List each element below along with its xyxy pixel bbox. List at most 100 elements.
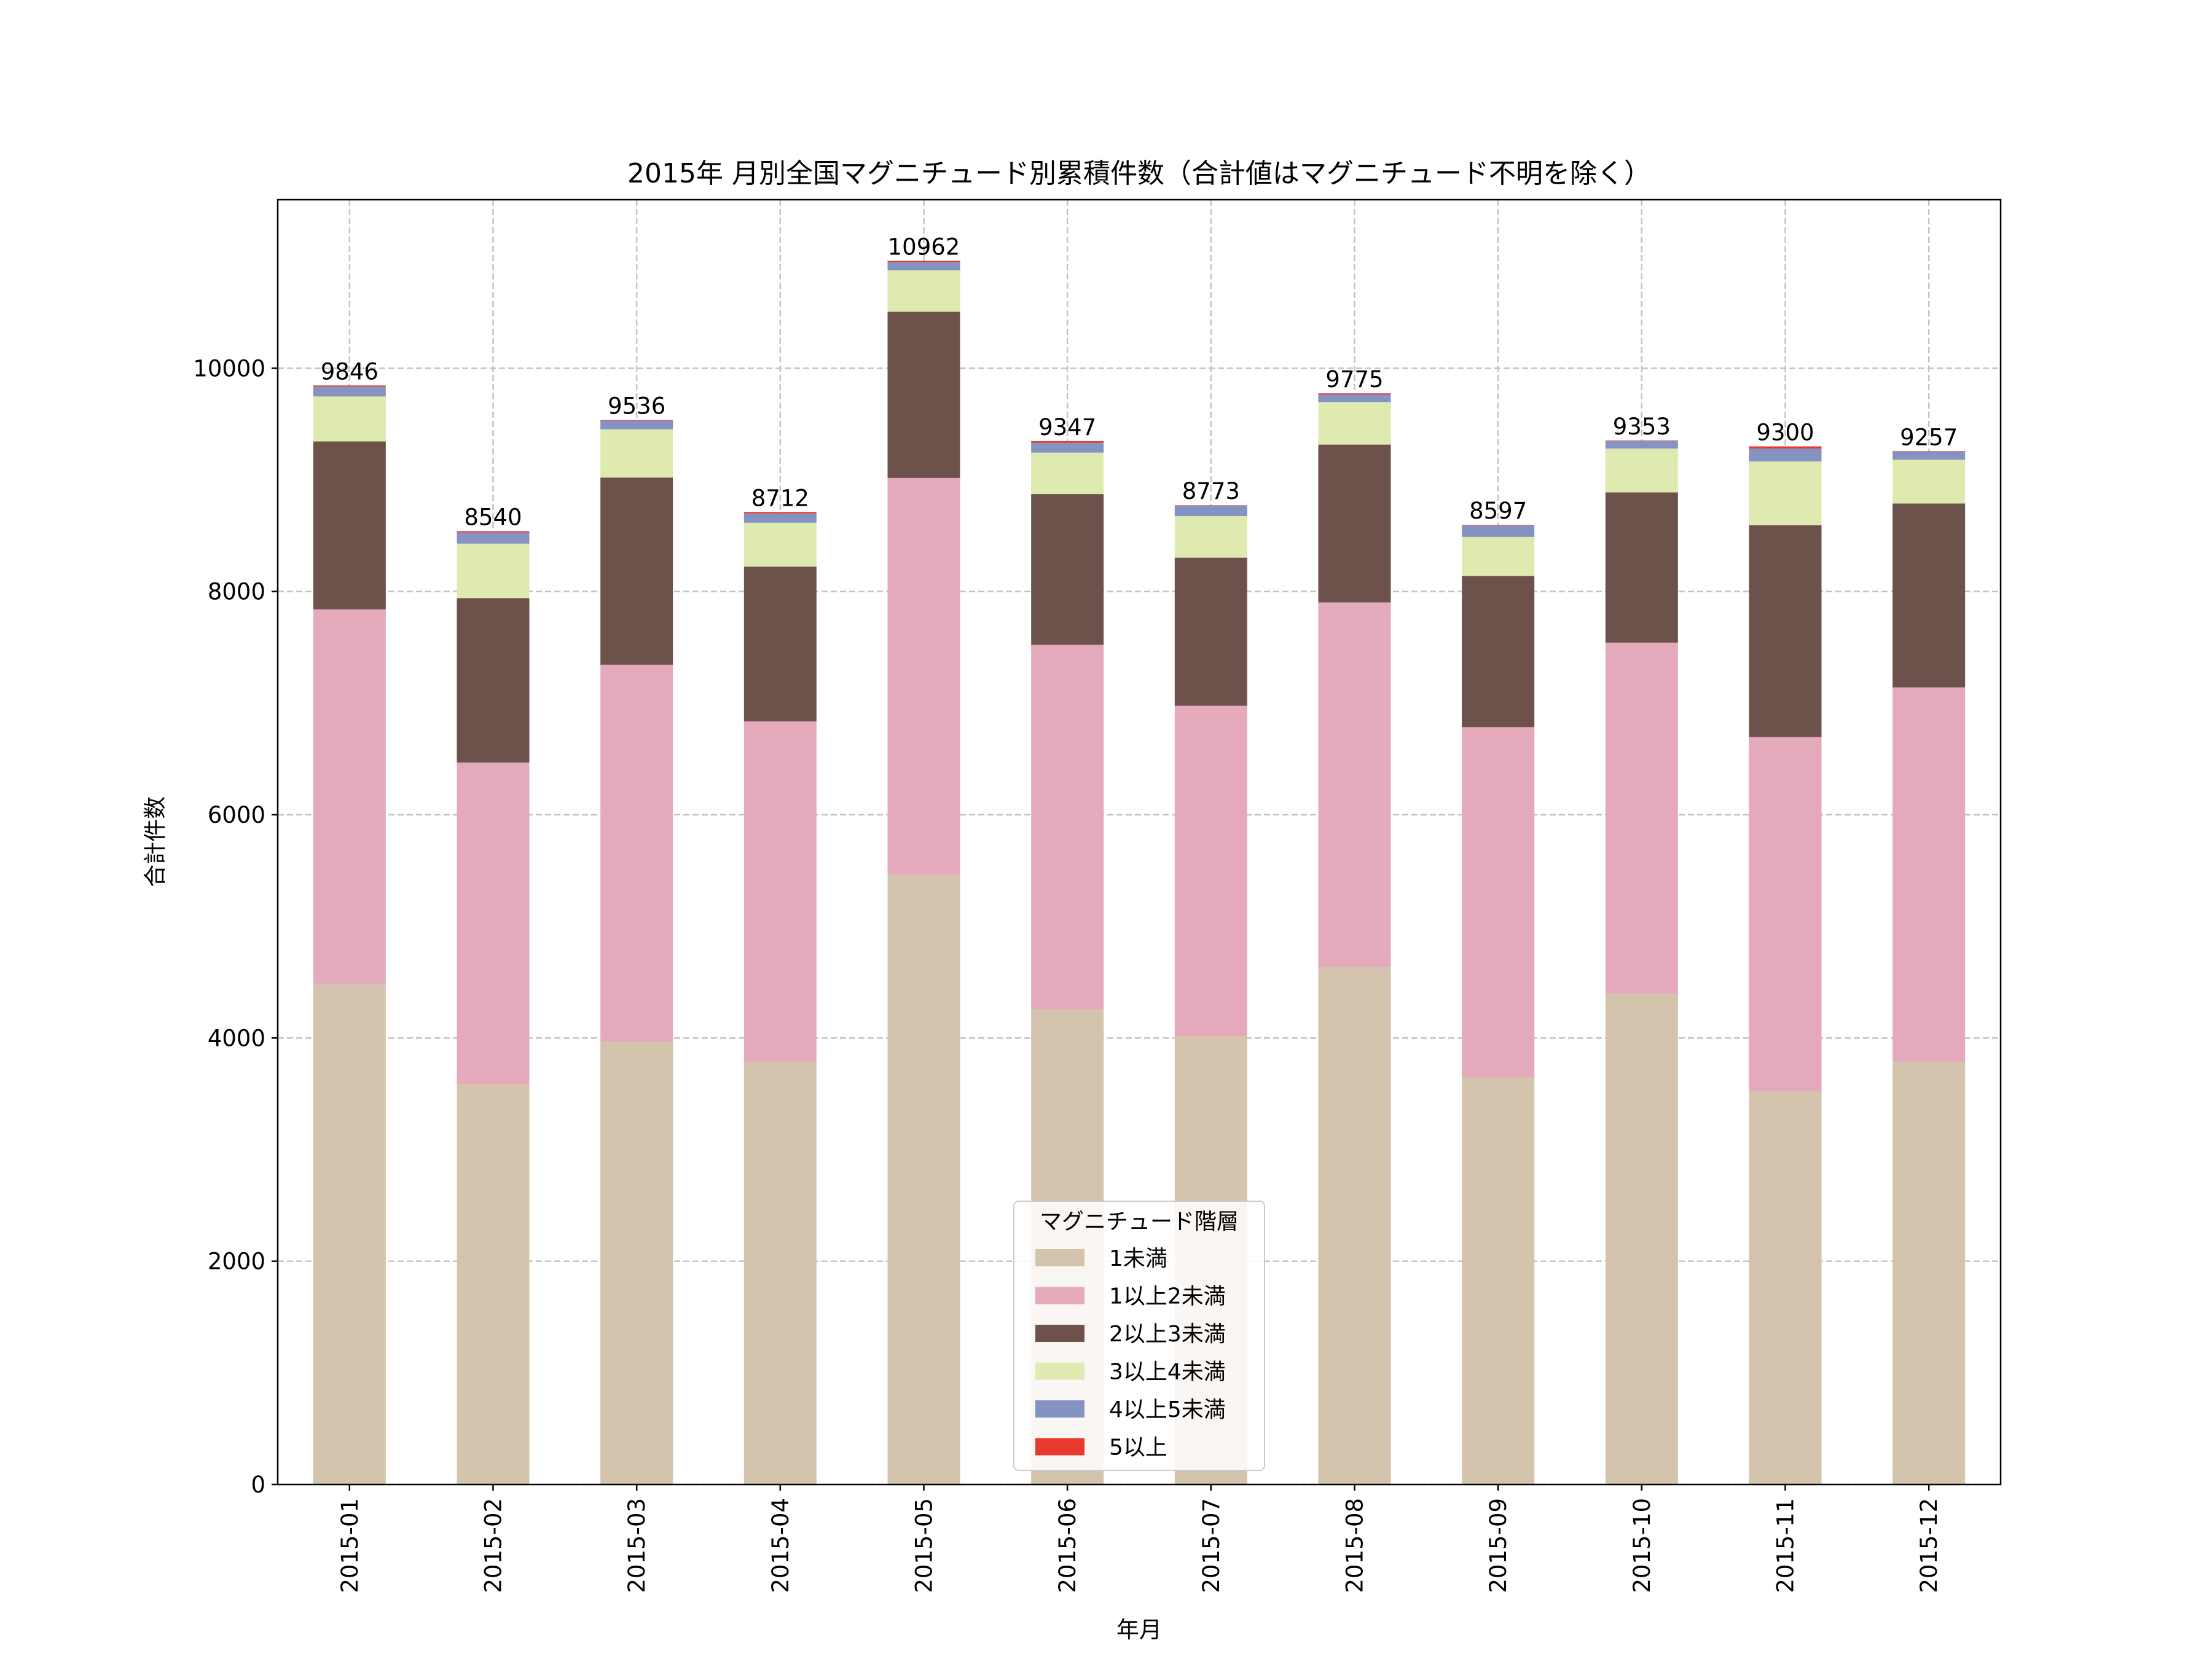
bar-segment-4 [1462, 536, 1535, 576]
total-label: 9775 [1325, 366, 1383, 393]
y-tick-label: 0 [251, 1472, 265, 1498]
bar-segment-2 [1892, 687, 1966, 1062]
total-label: 9353 [1613, 414, 1671, 440]
bar-segment-1 [1605, 994, 1678, 1484]
bar-segment-6 [457, 531, 530, 533]
bar-segment-1 [1318, 967, 1391, 1484]
x-tick-label: 2015-12 [1916, 1498, 1942, 1593]
bar-segment-3 [313, 441, 386, 610]
bar-segment-4 [1892, 460, 1966, 504]
plot-frame [276, 198, 2002, 1486]
bar-segment-1 [887, 874, 960, 1484]
total-label: 9536 [608, 393, 665, 420]
bar-segment-4 [313, 396, 386, 442]
total-label: 8597 [1469, 498, 1527, 524]
chart-title: 2015年 月別全国マグニチュード別累積件数（合計値はマグニチュード不明を除く） [627, 158, 1651, 189]
bar-segment-1 [600, 1041, 673, 1484]
bar-segment-4 [1605, 448, 1678, 493]
bar-segment-6 [743, 512, 817, 514]
bar-segment-6 [313, 385, 386, 387]
bar-segment-3 [1318, 444, 1391, 603]
bar-segment-2 [1318, 602, 1391, 967]
bar-segment-3 [1174, 557, 1247, 706]
bar-segment-2 [1749, 737, 1822, 1092]
total-label: 10962 [888, 234, 960, 261]
bar-segment-6 [1749, 446, 1822, 449]
legend-title: マグニチュード階層 [1040, 1209, 1239, 1234]
bar-segment-6 [600, 420, 673, 421]
bar-segment-4 [1318, 402, 1391, 445]
legend-label: 1未満 [1109, 1246, 1167, 1271]
bar-segment-2 [457, 762, 530, 1085]
bar-segment-6 [1318, 393, 1391, 395]
bar-segment-5 [313, 386, 386, 397]
bar-segment-5 [1892, 452, 1966, 460]
bar-segment-3 [1605, 492, 1678, 643]
x-tick-label: 2015-04 [767, 1498, 794, 1593]
total-label: 8773 [1182, 478, 1240, 504]
bar-segment-3 [1892, 503, 1966, 688]
x-tick-label: 2015-03 [624, 1498, 650, 1593]
bar-segment-5 [1462, 525, 1535, 537]
y-tick-label: 2000 [208, 1249, 265, 1275]
bar-segment-5 [1318, 394, 1391, 402]
bar-segment-5 [457, 532, 530, 544]
bar-segment-3 [1462, 576, 1535, 728]
bar-segment-3 [1031, 494, 1104, 645]
x-tick-label: 2015-06 [1054, 1498, 1081, 1593]
x-tick-label: 2015-08 [1342, 1498, 1368, 1593]
bar-segment-2 [600, 664, 673, 1042]
bar-segment-3 [600, 477, 673, 665]
bar-segment-3 [1749, 525, 1822, 737]
x-tick-label: 2015-02 [480, 1498, 507, 1593]
bar-segment-6 [1892, 451, 1966, 452]
bar-segment-2 [1462, 727, 1535, 1078]
bar-segment-1 [1892, 1062, 1966, 1484]
bar-segment-5 [887, 262, 960, 270]
x-tick-label: 2015-07 [1198, 1498, 1225, 1593]
bar-segment-3 [743, 567, 817, 722]
bar-segment-6 [1031, 441, 1104, 443]
total-label: 9846 [321, 358, 378, 385]
legend-swatch [1035, 1400, 1084, 1418]
bar-segment-4 [1031, 452, 1104, 495]
bar-segment-1 [313, 984, 386, 1484]
bar-segment-4 [743, 522, 817, 567]
bar-segment-4 [457, 543, 530, 598]
bar-segment-1 [743, 1062, 817, 1484]
bar-segment-2 [1174, 705, 1247, 1037]
legend-swatch [1035, 1287, 1084, 1304]
bar-segment-2 [743, 721, 817, 1062]
bar-segment-4 [600, 429, 673, 478]
total-label: 9257 [1900, 424, 1958, 450]
x-tick-label: 2015-11 [1773, 1498, 1799, 1593]
bar-segment-2 [1605, 642, 1678, 994]
bar-segment-2 [887, 477, 960, 875]
total-label: 8540 [464, 504, 522, 531]
bar-segment-4 [1174, 516, 1247, 558]
y-tick-label: 6000 [208, 802, 265, 828]
bar-segment-5 [1031, 442, 1104, 453]
legend-label: 4以上5未満 [1109, 1397, 1226, 1422]
legend-swatch [1035, 1325, 1084, 1342]
total-label: 9347 [1038, 414, 1096, 441]
y-axis-label: 合計件数 [142, 796, 168, 887]
x-axis-label: 年月 [1116, 1617, 1162, 1643]
bar-segment-3 [887, 312, 960, 478]
x-tick-label: 2015-01 [337, 1498, 363, 1593]
bar-segment-5 [1749, 448, 1822, 462]
bar-segment-4 [1749, 461, 1822, 525]
x-tick-label: 2015-05 [911, 1498, 938, 1593]
bar-segment-1 [1462, 1077, 1535, 1484]
data-labels: 9846 8540 9536 8712 10962 9347 8773 9775 8597 935… [321, 234, 1958, 531]
bar-segment-6 [1174, 505, 1247, 506]
bar-segment-6 [887, 261, 960, 262]
x-tick-label: 2015-10 [1629, 1498, 1655, 1593]
legend-swatch [1035, 1249, 1084, 1266]
x-tick-label: 2015-09 [1485, 1498, 1512, 1593]
bar-segment-5 [600, 420, 673, 429]
bar-segment-5 [1174, 505, 1247, 517]
legend-label: 1以上2未満 [1109, 1284, 1226, 1309]
legend: マグニチュード階層 1未満 1以上2未満 2以上3未満 3以上4未満 4以上5未満 5以上 [1013, 1201, 1265, 1471]
